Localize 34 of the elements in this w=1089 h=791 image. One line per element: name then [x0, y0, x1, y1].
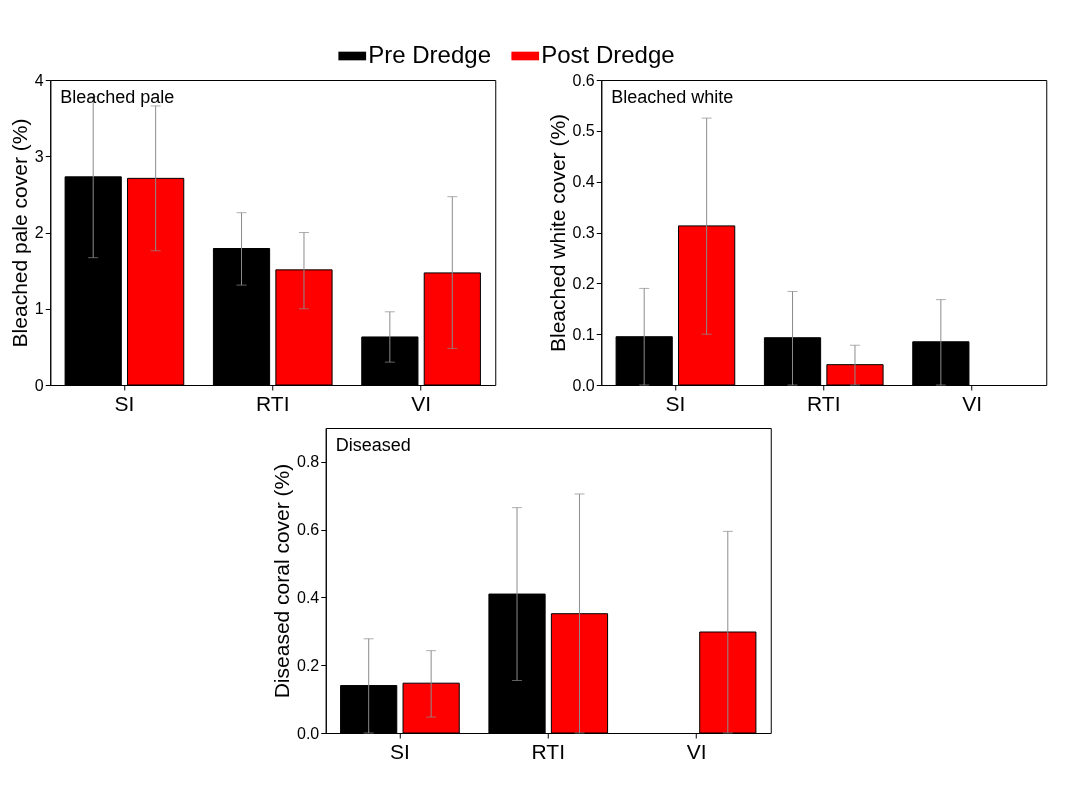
x-tick-label: SI [114, 391, 135, 415]
y-axis-title: Bleached white cover (%) [545, 113, 569, 353]
y-tick-label: 0.5 [572, 122, 595, 140]
x-tick-label: SI [665, 391, 686, 415]
y-tick-label: 0.4 [297, 588, 320, 606]
x-tick-label: SI [389, 739, 410, 763]
x-tick-label: VI [411, 391, 432, 415]
y-tick-label: 0.3 [572, 224, 595, 241]
y-tick-label: 0.0 [572, 376, 595, 394]
y-tick-label: 3 [34, 147, 44, 165]
x-tick-label: RTI [531, 739, 565, 763]
y-axis-title: Diseased coral cover (%) [270, 463, 294, 699]
y-tick-label: 0.2 [297, 656, 320, 674]
x-tick-label: RTI [256, 391, 290, 415]
x-tick-label: RTI [807, 391, 841, 415]
y-tick-label: 0.6 [297, 521, 320, 539]
legend-label: Post Dredge [541, 41, 675, 68]
y-tick-label: 0.1 [572, 325, 595, 343]
x-tick-label: VI [686, 739, 707, 763]
y-tick-label: 0.8 [297, 453, 320, 471]
chart-title: Bleached white [611, 87, 734, 107]
chart-title: Bleached pale [60, 87, 175, 107]
y-tick-label: 0.2 [572, 274, 595, 292]
y-axis-title: Bleached pale cover (%) [7, 118, 31, 348]
y-tick-label: 0 [34, 376, 44, 394]
x-tick-label: VI [962, 391, 983, 415]
y-tick-label: 0.4 [572, 173, 595, 191]
y-tick-label: 1 [34, 300, 44, 318]
legend-label: Pre Dredge [368, 41, 491, 68]
y-tick-label: 4 [34, 71, 44, 89]
y-tick-label: 0.6 [572, 71, 595, 89]
chart-title: Diseased [335, 435, 411, 455]
y-tick-label: 0.0 [297, 724, 320, 742]
y-tick-label: 2 [34, 224, 44, 241]
